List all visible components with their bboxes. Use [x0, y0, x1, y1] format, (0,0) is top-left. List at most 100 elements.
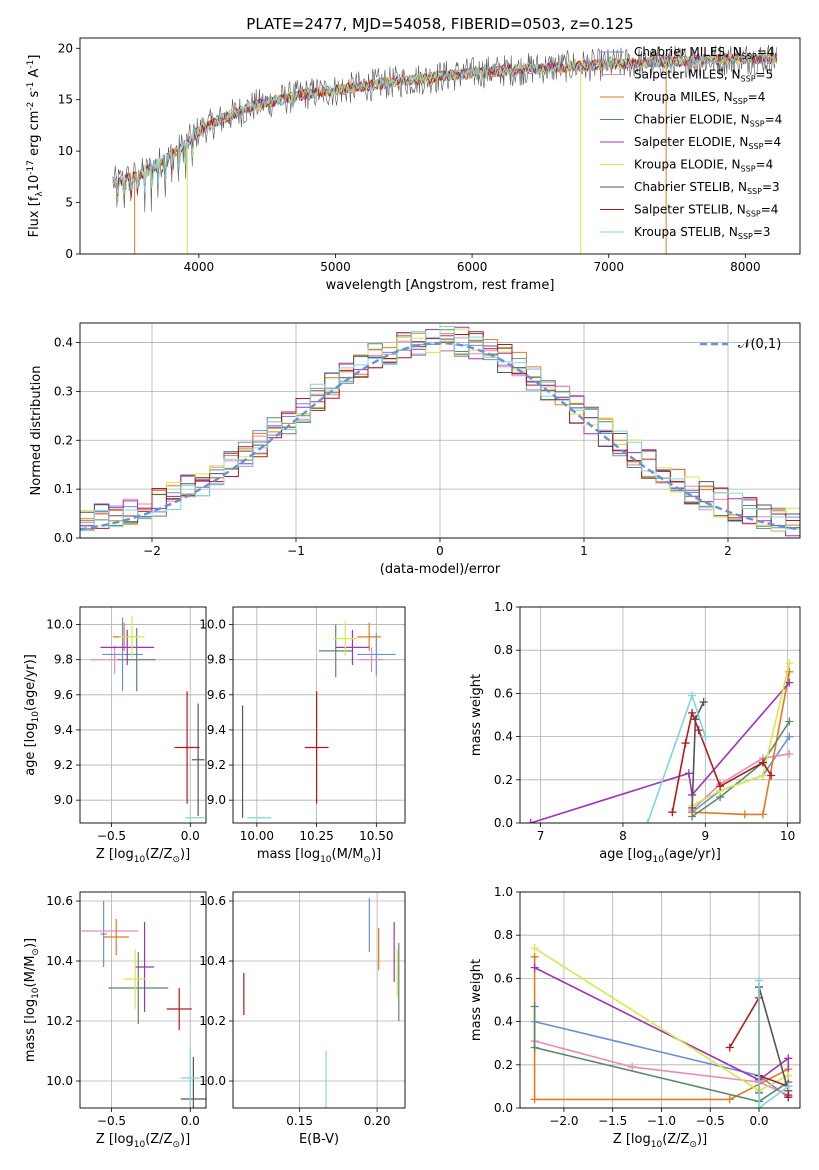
age-vs-Z-panel: −0.5 0.09.09.29.49.69.810.0Z [log10(Z/Z⊙)…: [23, 606, 207, 865]
y-axis-label: Normed distribution: [29, 366, 44, 496]
errorbar-point-4: [335, 629, 370, 665]
label-part: )]: [697, 1132, 707, 1147]
label-part: 10: [134, 855, 146, 865]
weight-marker: [725, 1043, 734, 1052]
y-tick-label: 9.4: [207, 723, 226, 737]
x-tick-label: 8000: [730, 260, 761, 274]
label-part: λ: [35, 191, 45, 197]
y-tick-label: 10.6: [46, 894, 73, 908]
x-tick-label: −0.5: [97, 829, 126, 843]
legend-label-sub: SSP: [733, 97, 748, 106]
weight-marker: [785, 678, 794, 687]
errorbar-point-3: [319, 624, 353, 678]
weight-marker: [681, 739, 690, 748]
axes-frame: [232, 891, 406, 1109]
weight-marker: [784, 1093, 793, 1102]
weight-line-4: [530, 682, 790, 823]
weight-line-1: [691, 753, 790, 811]
y-tick-label: 9.6: [54, 688, 73, 702]
label-part: erg cm: [27, 111, 42, 160]
y-axis-label: age [log10(age/yr)]: [23, 654, 41, 776]
legend-label-sub: SSP: [741, 75, 756, 84]
y-tick-label: 0.1: [54, 482, 73, 496]
label-part: Z [log: [96, 1132, 134, 1147]
axes-frame: [79, 322, 801, 539]
legend-label-text: Kroupa STELIB, N: [634, 225, 738, 239]
weight-marker: [785, 732, 794, 741]
weight-marker: [784, 1071, 793, 1080]
axes-frame: [79, 891, 207, 1109]
x-tick-label: 0.0: [749, 1114, 768, 1128]
legend-label-7: Salpeter STELIB, NSSP=4: [634, 203, 778, 219]
weight-marker: [699, 698, 708, 707]
residual-legend-label: 𝒩(0,1): [738, 337, 781, 352]
weight-marker: [688, 708, 697, 717]
spectrum-line-1: [112, 52, 777, 202]
label-part: ]: [27, 55, 42, 60]
y-tick-label: 20: [58, 41, 73, 55]
x-tick-label: 10: [780, 829, 795, 843]
errorbar-point-1: [359, 647, 384, 672]
age-vs-mass-points: [241, 621, 396, 819]
weight-line-3: [691, 721, 790, 818]
label-part: )]: [371, 847, 381, 862]
x-tick-label: 7000: [593, 260, 624, 274]
label-part: (Z/Z: [145, 1132, 172, 1147]
y-tick-label: 9.0: [54, 793, 73, 807]
x-axis-label: Z [log10(Z/Z⊙)]: [96, 847, 190, 865]
errorbar-point-5: [119, 615, 145, 658]
y-tick-label: 10.4: [46, 954, 73, 968]
y-tick-label: 0.4: [494, 1015, 513, 1029]
y-axis-label: Flux [fλ10-17 erg cm-2 s-1 A-1]: [26, 55, 45, 238]
label-part: )]: [180, 1132, 190, 1147]
weight-marker: [758, 810, 767, 819]
x-tick-label: 4000: [184, 260, 215, 274]
spectrum-line-5: [112, 52, 778, 200]
errorbar-point-5: [333, 621, 358, 657]
label-part: A: [27, 69, 42, 82]
label-part: (M/M: [23, 956, 38, 988]
weight-marker: [688, 691, 697, 700]
errorbar-point-4: [100, 629, 155, 665]
legend-label-text: Chabrier STELIB, N: [634, 180, 747, 194]
weight-marker: [785, 717, 794, 726]
label-part: age [log: [599, 847, 652, 862]
x-axis-label: Z [log10(Z/Z⊙)]: [613, 1132, 707, 1150]
legend-label-text: Kroupa ELODIE, N: [634, 158, 741, 172]
y-tick-label: 9.8: [54, 653, 73, 667]
legend-label-text: Salpeter STELIB, N: [634, 203, 746, 217]
label-part: 10: [27, 175, 42, 192]
y-tick-label: 10: [58, 144, 73, 158]
label-part: mass weight: [469, 674, 484, 756]
weight-marker: [530, 1043, 539, 1052]
label-part: Z [log: [613, 1132, 651, 1147]
age-vs-Z-points: [91, 615, 205, 819]
legend-label-1: Salpeter MILES, NSSP=5: [634, 68, 773, 84]
x-tick-label: −0.5: [97, 1114, 126, 1128]
label-part: 10: [134, 1140, 146, 1150]
legend-label-tail: =4: [757, 45, 775, 59]
y-tick-label: 10.0: [46, 618, 73, 632]
legend-label-tail: =4: [761, 203, 779, 217]
y-tick-label: 1.0: [494, 600, 513, 614]
x-tick-label: −2.0: [549, 1114, 578, 1128]
legend-label-sub: SSP: [741, 165, 756, 174]
weight-marker: [530, 952, 539, 961]
label-part: (data-model)/error: [380, 562, 501, 577]
y-tick-label: 0.6: [494, 686, 513, 700]
x-axis-label: age [log10(age/yr)]: [599, 847, 721, 865]
errorbar-point-0: [357, 633, 396, 676]
x-axis-label: E(B-V): [299, 1132, 339, 1147]
y-tick-label: 10.6: [199, 894, 226, 908]
legend-label-5: Kroupa ELODIE, NSSP=4: [634, 158, 773, 174]
x-tick-label: 10.25: [299, 829, 333, 843]
label-part: wavelength [Angstrom, rest frame]: [326, 278, 555, 293]
weight-marker: [530, 1095, 539, 1104]
legend-label-sub: SSP: [747, 187, 762, 196]
label-part: -1: [26, 60, 36, 69]
y-tick-label: 0.4: [494, 730, 513, 744]
label-part: 10: [31, 711, 41, 723]
y-tick-label: 9.4: [54, 723, 73, 737]
label-part: -17: [26, 160, 36, 175]
x-tick-label: 0: [436, 544, 444, 558]
